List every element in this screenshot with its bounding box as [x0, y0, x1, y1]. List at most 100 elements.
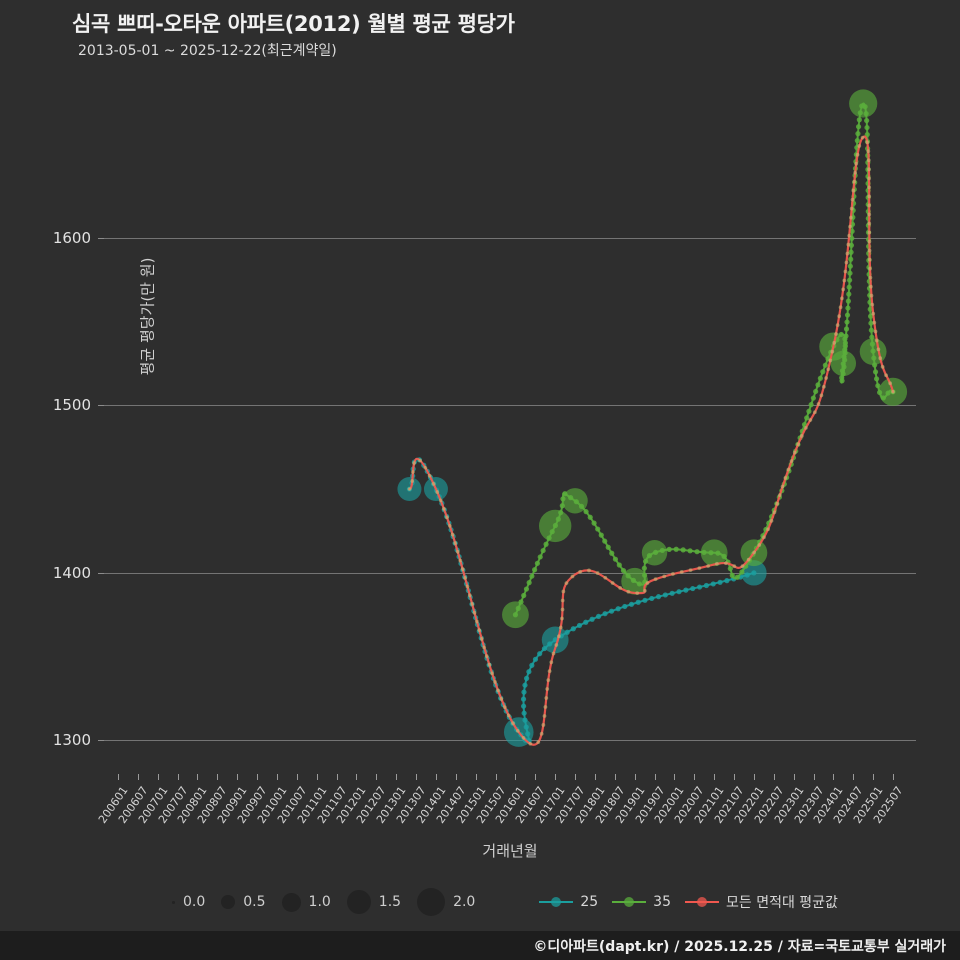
series-line-dot	[884, 373, 888, 378]
legend-series-label: 35	[653, 894, 671, 910]
y-tick-mark	[98, 405, 104, 407]
series-line-dot	[789, 459, 794, 463]
series-line-dot	[602, 538, 608, 544]
series-line-dot	[873, 329, 878, 334]
x-tick-mark	[396, 774, 398, 780]
series-line-dot	[826, 367, 831, 372]
series-line-dot	[867, 257, 872, 262]
series-line-dot	[669, 590, 675, 596]
series-line-dot	[839, 375, 845, 381]
series-line-dot	[427, 473, 432, 478]
series-line-dot	[766, 527, 770, 532]
y-tick-mark	[98, 740, 104, 742]
data-point[interactable]	[859, 338, 887, 365]
series-line-dot	[673, 546, 679, 552]
x-tick-mark	[893, 774, 894, 780]
series-line-dot	[496, 688, 500, 693]
series-line-dot	[477, 628, 482, 633]
data-point[interactable]	[538, 509, 572, 543]
series-line-dot	[547, 669, 552, 674]
series-line-dot	[662, 592, 668, 598]
x-tick-mark	[475, 774, 477, 780]
data-point[interactable]	[621, 567, 649, 595]
data-point[interactable]	[700, 539, 728, 567]
series-line-dot	[799, 434, 804, 438]
series-line-dot	[537, 651, 543, 657]
series-line-dot	[891, 389, 895, 394]
series-line-dot	[642, 597, 648, 603]
legend-series-item[interactable]: 25	[539, 894, 598, 910]
series-line-dot	[458, 558, 463, 563]
series-line-dot	[482, 645, 487, 650]
legend-size-item: 2.0	[417, 888, 485, 916]
series-line-dot	[868, 284, 873, 289]
series-line-dot	[786, 467, 791, 472]
series-line-dot	[846, 242, 851, 247]
series-line-dot	[502, 705, 507, 710]
series-line-dot	[528, 741, 533, 746]
series-line-dot	[683, 587, 689, 593]
series-line-dot	[819, 393, 824, 398]
series-line-dot	[546, 678, 551, 682]
series-line-dot	[570, 574, 575, 579]
series-line-dot	[777, 493, 782, 498]
series-line-dot	[589, 616, 595, 622]
legend-size-label: 0.5	[243, 894, 266, 910]
series-line-dot	[556, 634, 561, 639]
series-line-dot	[688, 568, 693, 573]
series-line-dot	[834, 332, 838, 336]
data-point[interactable]	[830, 350, 857, 377]
series-line-dot	[808, 418, 813, 422]
series-line-dot	[844, 319, 850, 325]
series-line-dot	[864, 124, 870, 131]
series-line-dot	[542, 714, 547, 718]
series-line-dot	[871, 311, 876, 316]
series-line-dot	[717, 579, 723, 585]
x-tick-mark	[137, 774, 139, 780]
data-point[interactable]	[849, 89, 878, 118]
x-tick-mark	[614, 774, 616, 780]
x-tick-mark	[276, 774, 278, 780]
legend-series-item[interactable]: 모든 면적대 평균값	[684, 892, 838, 912]
series-line-dot	[511, 721, 515, 726]
legend-size-dot	[281, 892, 301, 912]
series-line-dot	[868, 266, 872, 271]
x-tick-mark	[594, 774, 596, 780]
series-line-dot	[864, 131, 870, 138]
data-point[interactable]	[541, 626, 569, 654]
series-line-dot	[442, 506, 446, 511]
legend-series-item[interactable]: 35	[612, 894, 671, 910]
legend-series-swatch	[684, 895, 719, 909]
series-line-dot	[666, 546, 672, 552]
series-line-dot	[407, 487, 412, 491]
series-line-dot	[746, 557, 751, 562]
series-line-dot	[649, 595, 655, 602]
series-line-dot	[874, 338, 879, 343]
series-line-dot	[867, 194, 872, 199]
series-line-dot	[532, 656, 539, 662]
data-point[interactable]	[641, 540, 668, 566]
series-line-dot	[844, 260, 849, 265]
series-line-dot	[857, 144, 862, 148]
series-line-dot	[849, 206, 854, 211]
data-point[interactable]	[562, 488, 588, 514]
series-line-dot	[467, 593, 472, 598]
series-line-dot	[564, 581, 569, 585]
series-line-dot	[615, 606, 621, 612]
series-line-dot	[484, 654, 489, 659]
series-line-dot	[694, 549, 700, 555]
series-line-dot	[671, 572, 675, 576]
y-gridline	[104, 572, 916, 574]
legend-size-dot	[417, 888, 446, 916]
series-line-dot	[812, 410, 817, 415]
legend-size-label: 1.0	[308, 894, 331, 910]
series-line-dot	[543, 705, 548, 709]
series-line-dot	[545, 687, 550, 691]
series-line-dot	[739, 569, 745, 575]
data-point[interactable]	[502, 601, 529, 629]
x-tick-mark	[833, 774, 835, 780]
series-line-dot	[869, 293, 874, 298]
series-line-dot	[876, 347, 881, 352]
series-line-dot	[544, 696, 549, 700]
series-line-dot	[608, 608, 615, 614]
